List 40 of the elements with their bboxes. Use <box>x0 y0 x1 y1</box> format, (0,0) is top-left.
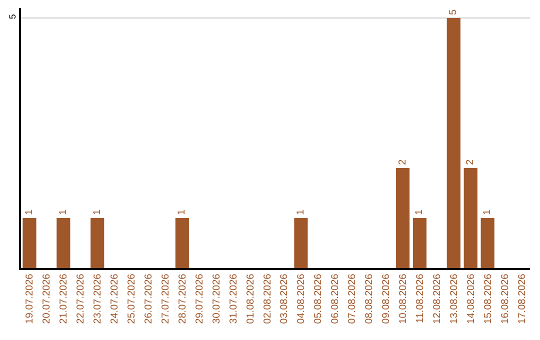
x-tick-label: 16.08.2026 <box>500 273 511 324</box>
x-tick-label: 05.08.2026 <box>313 273 324 324</box>
x-tick-label: 20.07.2026 <box>42 273 53 324</box>
x-tick-label: 13.08.2026 <box>448 273 460 324</box>
x-tick-label: 04.08.2026 <box>296 273 308 324</box>
x-tick-label: 03.08.2026 <box>279 273 290 324</box>
x-tick-label: 02.08.2026 <box>262 273 274 324</box>
x-tick-label: 24.07.2026 <box>110 273 121 324</box>
data-label: 2 <box>465 159 476 165</box>
x-tick-label: 09.08.2026 <box>381 273 392 324</box>
data-label: 1 <box>295 209 306 215</box>
x-tick-label: 28.07.2026 <box>177 273 188 324</box>
x-tick-label: 06.08.2026 <box>330 273 342 324</box>
x-tick-label: 21.07.2026 <box>58 273 70 324</box>
x-tick-label: 08.08.2026 <box>364 273 376 324</box>
x-tick-label: 23.07.2026 <box>92 273 104 324</box>
x-tick-label: 15.08.2026 <box>482 273 494 324</box>
data-label: 1 <box>482 209 494 215</box>
x-tick-label: 14.08.2026 <box>466 273 477 324</box>
x-tick-label: 27.07.2026 <box>160 273 172 324</box>
x-tick-label: 12.08.2026 <box>432 273 443 324</box>
x-tick-label: 19.07.2026 <box>24 273 36 324</box>
x-tick-label: 29.07.2026 <box>194 273 206 324</box>
x-tick-label: 26.07.2026 <box>144 273 154 324</box>
x-tick-label: 11.08.2026 <box>414 273 426 324</box>
data-label: 5 <box>448 9 460 15</box>
x-tick-label: 30.07.2026 <box>211 273 222 324</box>
data-label: 1 <box>24 209 35 215</box>
x-tick-label: 17.08.2026 <box>516 273 528 324</box>
data-label: 1 <box>92 209 103 215</box>
x-tick-label: 01.08.2026 <box>245 273 256 324</box>
x-tick-label: 22.07.2026 <box>76 273 87 324</box>
x-tick-label: 31.07.2026 <box>228 273 240 324</box>
x-tick-label: 25.07.2026 <box>126 273 138 324</box>
data-label: 1 <box>176 209 188 215</box>
data-label: 2 <box>397 159 408 165</box>
x-tick-label: 10.08.2026 <box>398 273 409 324</box>
x-tick-label: 07.08.2026 <box>347 273 358 324</box>
data-label: 1 <box>58 209 69 215</box>
data-label: 1 <box>414 209 426 215</box>
